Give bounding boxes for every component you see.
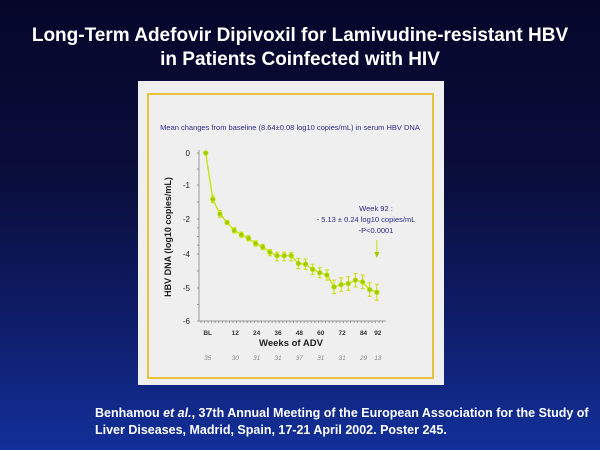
y-tick-label: -6 (183, 317, 191, 326)
x-tick-label: 36 (274, 330, 282, 337)
y-axis-label: HBV DNA (log10 copies/mL) (163, 177, 173, 297)
data-point (260, 244, 266, 250)
x-tick-label: 48 (296, 330, 304, 337)
chart-frame (147, 93, 434, 379)
x-tick-label: 92 (374, 330, 382, 337)
patient-count: 31 (317, 355, 325, 362)
data-point (288, 252, 294, 259)
data-point (374, 289, 380, 295)
data-point (295, 260, 302, 267)
citation-etal: et al. (159, 406, 192, 420)
citation-rest: , 37th Annual Meeting of the European As… (95, 406, 589, 437)
annotation-line-2: - 5.13 ± 0.24 log10 copies/mL (317, 215, 416, 224)
chart-panel (138, 81, 444, 385)
data-point (345, 280, 351, 287)
title-line-2: in Patients Coinfected with HIV (160, 49, 440, 70)
data-point (202, 150, 209, 156)
data-point (274, 252, 280, 259)
data-point (252, 240, 259, 247)
patient-count: 31 (253, 355, 261, 362)
data-point (281, 252, 287, 259)
data-point (352, 277, 359, 283)
data-point (366, 286, 373, 293)
data-point (217, 211, 223, 217)
x-tick-label: 12 (232, 330, 240, 337)
x-axis-label: Weeks of ADV (259, 338, 324, 349)
y-tick-label: -4 (183, 250, 191, 259)
patient-count: 13 (374, 355, 382, 362)
y-tick-label: -5 (183, 284, 191, 293)
data-point (245, 235, 252, 241)
data-point (309, 266, 316, 272)
annotation-line-3: -P<0.0001 (359, 226, 394, 235)
x-tick-label: 72 (339, 330, 347, 337)
slide-title: Long-Term Adefovir Dipivoxil for Lamivud… (0, 24, 600, 72)
x-tick-label: 60 (317, 330, 325, 337)
data-point (324, 272, 330, 278)
patient-count: 30 (232, 355, 240, 362)
patient-count: 29 (359, 355, 368, 362)
data-point (238, 232, 245, 238)
x-tick-label: 24 (253, 330, 261, 337)
patient-count: 35 (204, 355, 212, 362)
patient-count: 31 (339, 355, 347, 362)
data-point (210, 196, 216, 202)
x-tick-label: BL (203, 330, 212, 337)
patient-count: 31 (274, 355, 282, 362)
x-tick-label: 84 (360, 330, 368, 337)
data-point (317, 270, 323, 276)
data-point (359, 279, 366, 285)
chart-title: Mean changes from baseline (8.64±0.08 lo… (160, 123, 420, 132)
y-tick-label: 0 (186, 149, 191, 158)
data-point (224, 219, 230, 226)
citation-author: Benhamou (95, 406, 160, 420)
y-tick-label: -1 (183, 181, 191, 190)
data-point (231, 227, 237, 234)
citation: Benhamou et al., 37th Annual Meeting of … (95, 405, 595, 439)
patient-count: 37 (296, 355, 304, 362)
y-tick-label: -2 (183, 215, 191, 224)
data-point (302, 261, 309, 267)
annotation-line-1: Week 92 : (359, 204, 393, 213)
data-point (267, 249, 273, 255)
title-line-1: Long-Term Adefovir Dipivoxil for Lamivud… (31, 25, 569, 46)
annotation-arrowhead (374, 252, 380, 258)
data-point (331, 284, 337, 290)
data-point (338, 281, 344, 288)
